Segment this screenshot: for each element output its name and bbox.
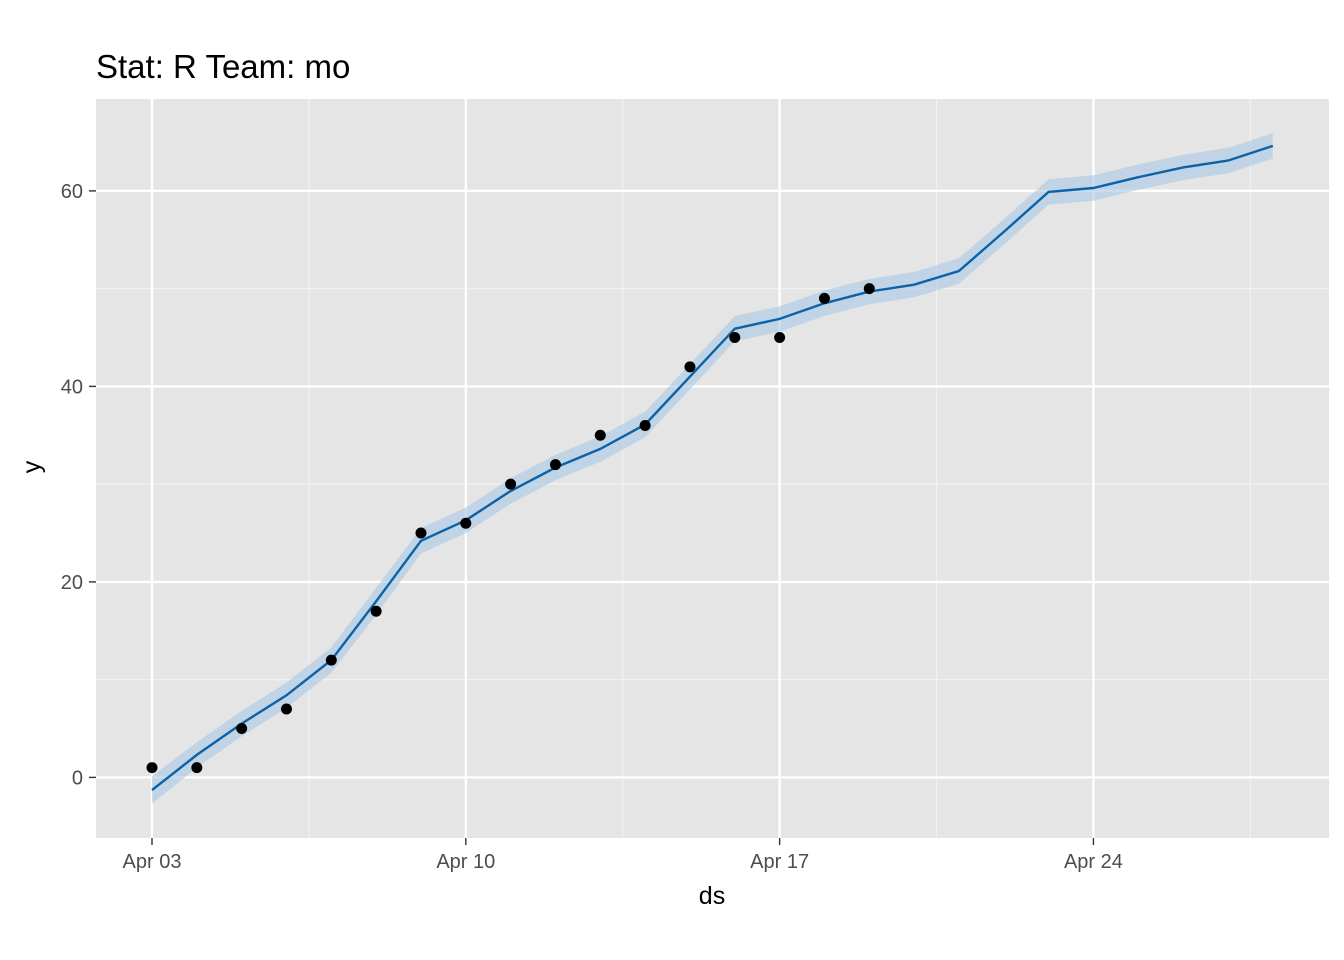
observed-point — [460, 517, 472, 529]
y-tick-label: 60 — [61, 181, 83, 203]
x-axis: Apr 03 Apr 10 Apr 17 Apr 24 — [123, 838, 1123, 873]
y-axis-title: y — [18, 460, 46, 473]
forecast-line — [151, 144, 1274, 792]
observed-point — [729, 332, 741, 344]
x-tick-label: Apr 17 — [750, 851, 809, 873]
x-tick-label: Apr 03 — [123, 851, 182, 873]
plot-panel — [96, 99, 1329, 838]
observed-point — [774, 332, 786, 344]
observed-point — [863, 283, 875, 295]
observed-point — [549, 459, 561, 471]
observed-point — [505, 478, 517, 490]
y-axis: 0 20 40 60 — [61, 181, 96, 789]
x-axis-title: ds — [699, 882, 725, 910]
y-tick-label: 40 — [61, 376, 83, 398]
chart-title: Stat: R Team: mo — [96, 48, 351, 85]
observed-point — [236, 723, 248, 735]
observed-points-layer — [146, 283, 875, 774]
observed-point — [639, 419, 651, 431]
observed-point — [370, 605, 382, 617]
y-tick-label: 0 — [72, 767, 83, 789]
observed-point — [684, 361, 696, 373]
observed-point — [146, 762, 158, 774]
y-tick-label: 20 — [61, 572, 83, 594]
observed-point — [280, 703, 292, 715]
observed-point — [415, 527, 427, 539]
observed-point — [325, 654, 337, 666]
forecast-line-layer — [151, 144, 1274, 792]
observed-point — [191, 762, 203, 774]
observed-point — [594, 429, 606, 441]
x-tick-label: Apr 10 — [436, 851, 495, 873]
x-tick-label: Apr 24 — [1064, 851, 1123, 873]
observed-point — [818, 292, 830, 304]
